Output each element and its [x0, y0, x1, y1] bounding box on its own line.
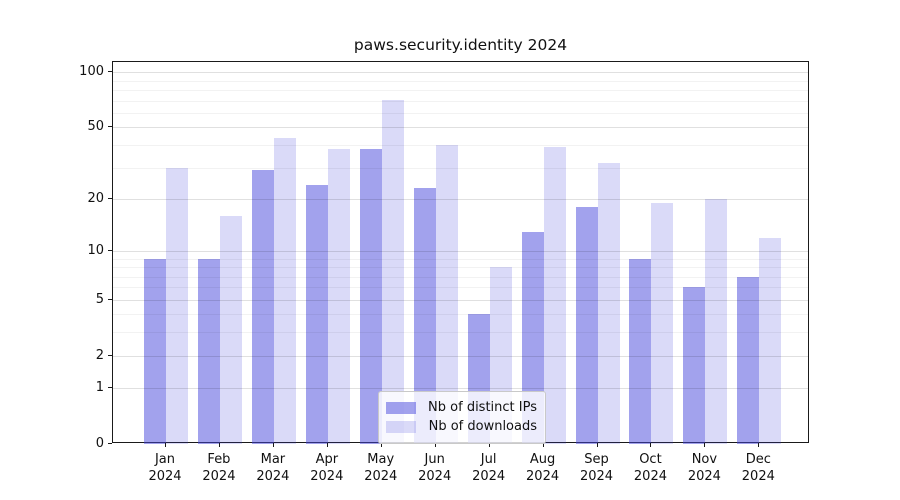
y-tick-label-2: 2	[95, 347, 104, 363]
grid-layer	[113, 62, 808, 442]
x-tick-label-jul: Jul 2024	[472, 452, 506, 484]
bar-aug-ips	[521, 231, 544, 444]
gridline-major-10	[113, 250, 808, 252]
y-tick-mark-1	[108, 387, 112, 389]
x-tick-label-mar: Mar 2024	[256, 452, 290, 484]
gridline-minor-90	[113, 80, 808, 82]
gridline-major-5	[113, 299, 808, 301]
gridline-major-1	[113, 388, 808, 390]
y-tick-mark-5	[108, 298, 112, 300]
x-tick-mark-aug	[542, 443, 544, 447]
y-tick-mark-10	[108, 249, 112, 251]
bar-jan-ips	[144, 258, 166, 444]
x-tick-mark-jul	[488, 443, 490, 447]
x-tick-label-jan: Jan 2024	[148, 452, 182, 484]
gridline-minor-80	[113, 90, 808, 92]
x-tick-label-aug: Aug 2024	[526, 452, 560, 484]
y-tick-label-10: 10	[87, 242, 104, 258]
bar-mar-downloads	[273, 137, 296, 444]
bar-jun-downloads	[435, 145, 458, 444]
x-tick-label-apr: Apr 2024	[310, 452, 344, 484]
x-tick-mark-dec	[758, 443, 760, 447]
legend-swatch-ips	[386, 401, 416, 414]
gridline-minor-4	[113, 314, 808, 316]
x-tick-label-nov: Nov 2024	[687, 452, 721, 484]
x-tick-mark-jun	[434, 443, 436, 447]
gridline-minor-6	[113, 287, 808, 289]
gridline-major-100	[113, 72, 808, 74]
y-tick-mark-0	[108, 443, 112, 444]
legend: Nb of distinct IPs Nb of downloads	[378, 391, 546, 444]
bar-oct-downloads	[651, 202, 674, 444]
x-tick-mark-oct	[650, 443, 652, 447]
bar-may-downloads	[381, 99, 404, 444]
bar-sep-downloads	[597, 162, 620, 444]
chart-title: paws.security.identity 2024	[353, 36, 568, 54]
x-tick-label-dec: Dec 2024	[741, 452, 775, 484]
bar-jan-downloads	[166, 167, 188, 444]
gridline-minor-30	[113, 167, 808, 169]
x-tick-mark-sep	[596, 443, 598, 447]
gridline-minor-3	[113, 332, 808, 334]
y-tick-mark-20	[108, 197, 112, 199]
gridline-minor-40	[113, 145, 808, 147]
y-tick-mark-2	[108, 354, 112, 356]
x-tick-mark-feb	[218, 443, 220, 447]
bar-oct-ips	[629, 258, 652, 444]
x-tick-label-jun: Jun 2024	[418, 452, 452, 484]
bar-apr-ips	[305, 184, 328, 444]
bar-feb-downloads	[219, 215, 242, 444]
gridline-major-2	[113, 355, 808, 357]
x-tick-mark-may	[380, 443, 382, 447]
gridline-minor-60	[113, 113, 808, 115]
bar-nov-downloads	[705, 198, 728, 444]
bar-aug-downloads	[543, 147, 566, 444]
bar-sep-ips	[575, 206, 598, 444]
bar-feb-ips	[197, 258, 220, 444]
x-tick-mark-nov	[704, 443, 706, 447]
bar-apr-downloads	[327, 149, 350, 444]
bar-nov-ips	[683, 287, 706, 444]
bar-jun-ips	[413, 188, 436, 444]
x-tick-mark-mar	[272, 443, 274, 447]
gridline-minor-70	[113, 100, 808, 102]
x-tick-label-feb: Feb 2024	[202, 452, 236, 484]
y-tick-label-20: 20	[87, 190, 104, 206]
legend-swatch-downloads	[386, 420, 416, 433]
y-tick-label-5: 5	[95, 291, 104, 307]
gridline-major-20	[113, 198, 808, 200]
y-tick-label-100: 100	[79, 64, 104, 80]
x-tick-label-sep: Sep 2024	[579, 452, 614, 484]
y-tick-label-50: 50	[87, 119, 104, 135]
bar-dec-downloads	[759, 237, 782, 444]
gridline-minor-7	[113, 276, 808, 278]
bar-may-ips	[359, 149, 382, 444]
legend-item-downloads: Nb of downloads	[386, 418, 537, 435]
bar-dec-ips	[737, 276, 760, 444]
x-tick-mark-apr	[326, 443, 328, 447]
bar-mar-ips	[251, 170, 274, 444]
gridline-minor-9	[113, 258, 808, 260]
y-tick-label-0: 0	[95, 436, 104, 451]
legend-label: Nb of distinct IPs	[428, 400, 537, 415]
y-tick-mark-50	[108, 126, 112, 128]
x-tick-mark-jan	[165, 443, 166, 447]
legend-item-ips: Nb of distinct IPs	[386, 399, 537, 416]
gridline-major-50	[113, 127, 808, 129]
plot-area	[112, 61, 809, 444]
y-tick-mark-100	[108, 71, 112, 73]
x-tick-label-oct: Oct 2024	[633, 452, 667, 484]
legend-label: Nb of downloads	[428, 419, 537, 434]
x-tick-label-may: May 2024	[364, 452, 398, 484]
gridline-minor-8	[113, 267, 808, 269]
y-tick-label-1: 1	[95, 380, 104, 396]
